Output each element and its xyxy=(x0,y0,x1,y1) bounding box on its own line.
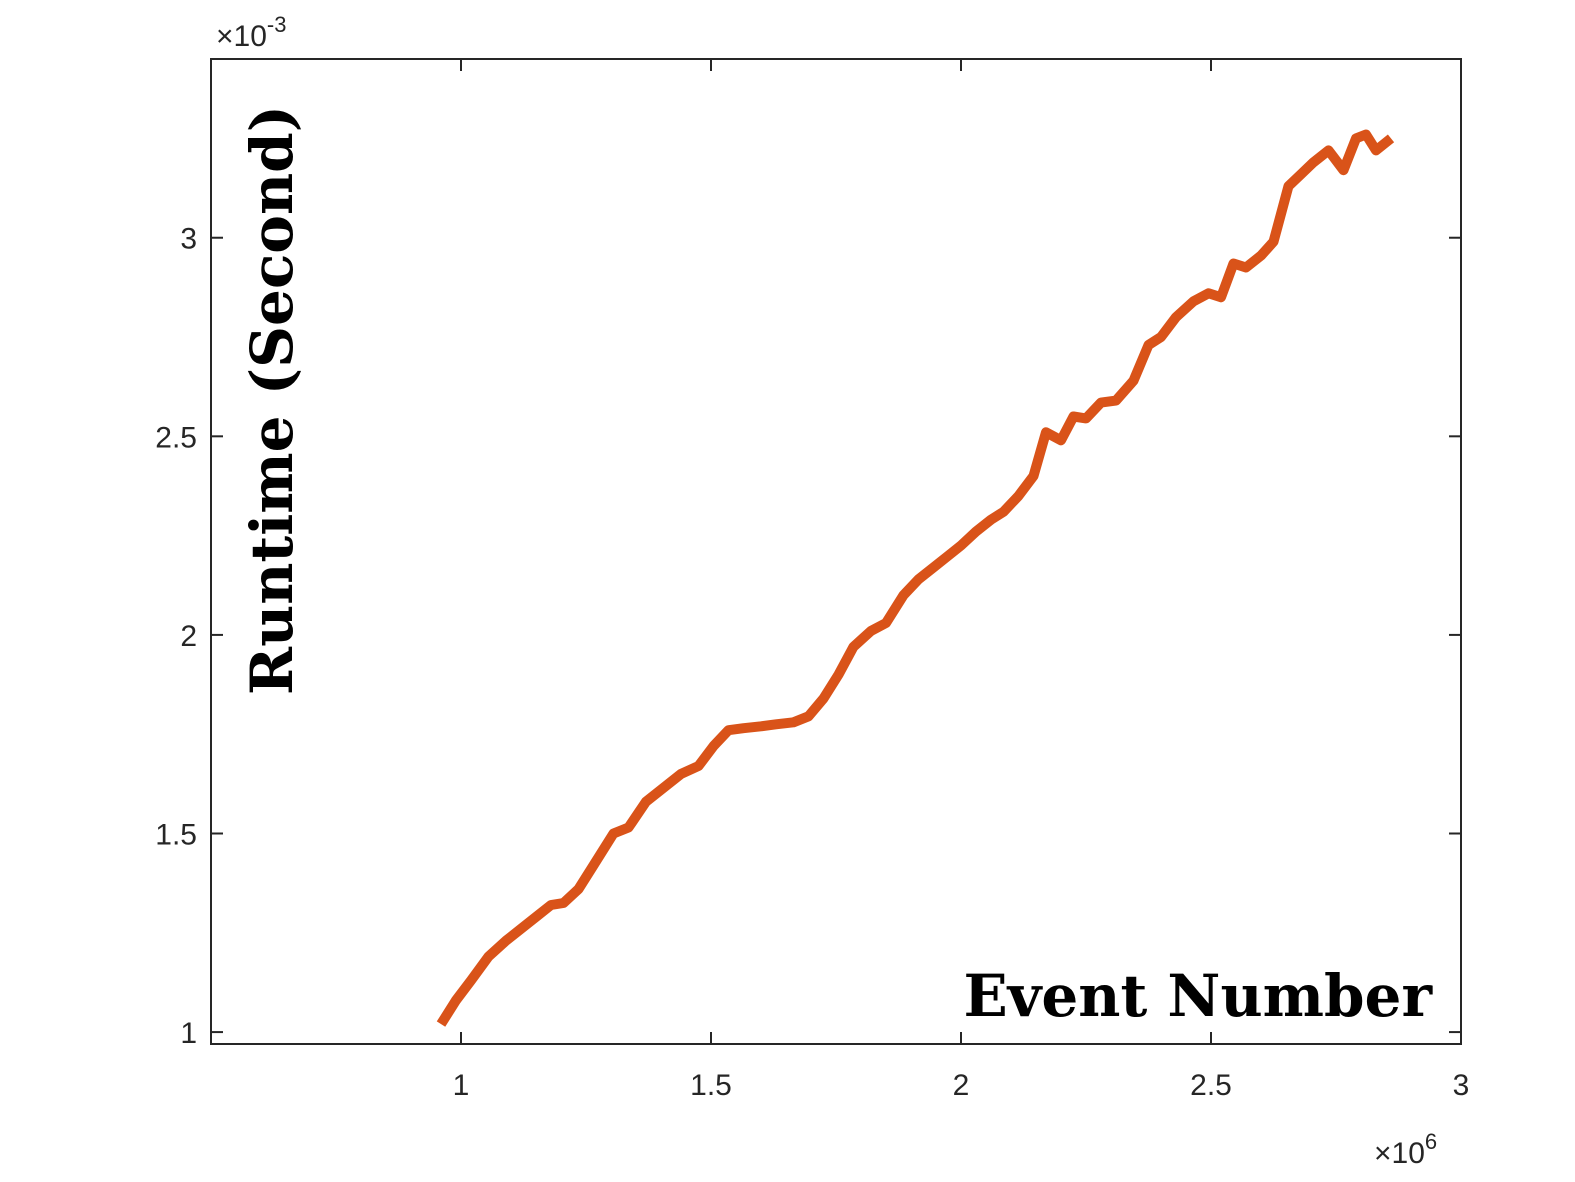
x-tick-label: 2 xyxy=(953,1069,970,1102)
x-tick-label: 3 xyxy=(1453,1069,1470,1102)
y-tick-label: 1 xyxy=(180,1017,197,1050)
x-tick-label: 1 xyxy=(453,1069,470,1102)
y-tick-label: 2.5 xyxy=(155,421,197,454)
y-axis-multiplier: ×10-3 xyxy=(216,12,286,53)
ticks-layer xyxy=(211,59,1462,1044)
plot-area-box xyxy=(210,58,1462,1045)
x-tick-label: 1.5 xyxy=(690,1069,732,1102)
x-tick-label: 2.5 xyxy=(1190,1069,1232,1102)
x-axis-title: Event Number xyxy=(963,962,1433,1030)
y-tick-label: 3 xyxy=(180,223,197,256)
y-tick-label: 1.5 xyxy=(155,818,197,851)
y-tick-label: 2 xyxy=(180,620,197,653)
tick-labels-layer: 1 1.5 2 2.5 3 1 1.5 2 2.5 3 xyxy=(155,223,1469,1102)
x-axis-multiplier: ×106 xyxy=(1374,1129,1437,1170)
y-axis-title: Runtime (Second) xyxy=(238,105,306,695)
runtime-series-line xyxy=(436,129,1395,1027)
